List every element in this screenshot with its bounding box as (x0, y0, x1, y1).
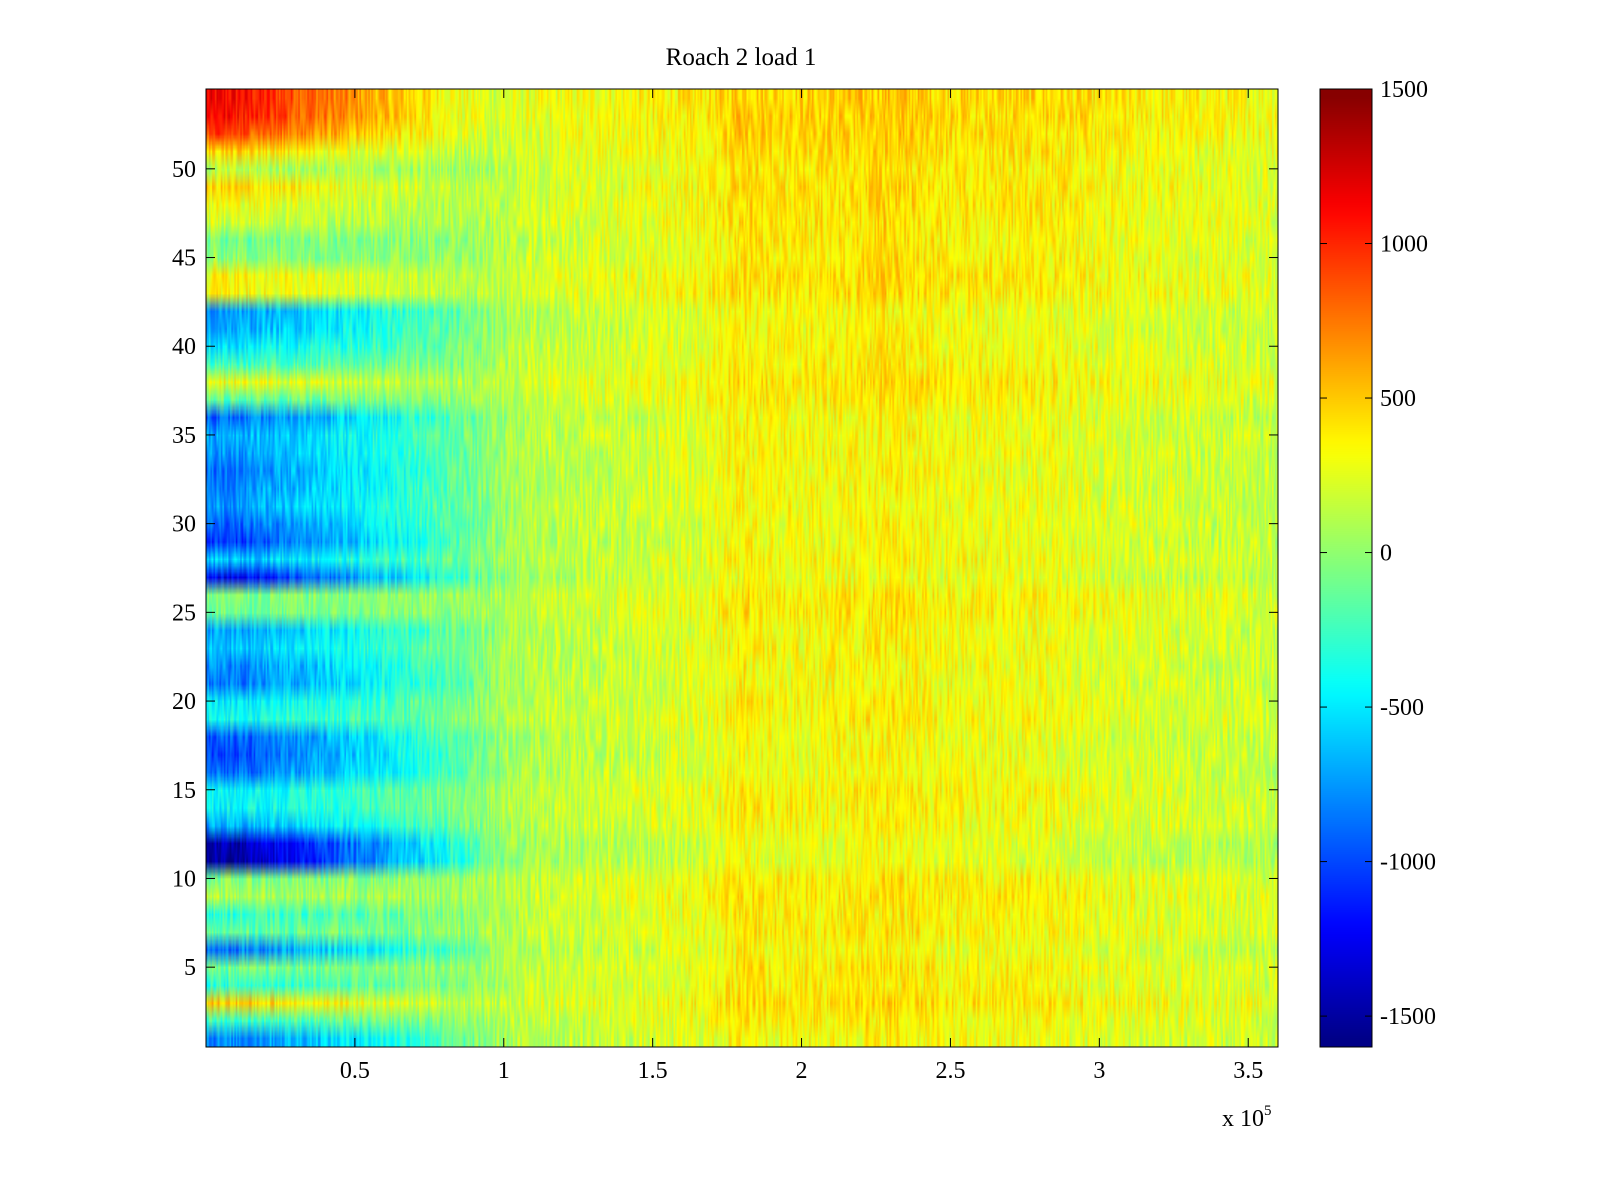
colorbar-tick-label: -1500 (1380, 1004, 1436, 1030)
chart-title: Roach 2 load 1 (666, 44, 817, 71)
x-tick-label: 3 (1093, 1058, 1105, 1084)
x-tick-label: 0.5 (340, 1058, 370, 1084)
y-axis: 5 10 15 20 25 30 35 40 45 50 (172, 157, 1278, 981)
x-tick-label: 2 (796, 1058, 808, 1084)
colorbar-frame (1319, 88, 1373, 1048)
colorbar-tick-label: -1000 (1380, 850, 1436, 876)
y-tick-label: 45 (172, 246, 196, 272)
y-tick-label: 50 (172, 157, 196, 183)
y-tick-label: 20 (172, 689, 196, 715)
x-tick-label: 2.5 (935, 1058, 965, 1084)
y-tick-label: 40 (172, 334, 196, 360)
colorbar-tick-label: 500 (1380, 386, 1416, 412)
colorbar-ticks: -1500 -1000 -500 0 500 1000 1500 (1320, 77, 1436, 1030)
x-tick-label: 1 (498, 1058, 510, 1084)
y-tick-label: 15 (172, 778, 196, 804)
plot-frame (205, 88, 1279, 1048)
y-tick-label: 5 (184, 955, 196, 981)
y-tick-label: 10 (172, 866, 196, 892)
y-tick-label: 35 (172, 423, 196, 449)
colorbar-tick-label: 1500 (1380, 77, 1428, 103)
x-axis-exponent: x 105 (1222, 1103, 1272, 1132)
colorbar-tick-label: -500 (1380, 695, 1424, 721)
y-tick-label: 30 (172, 512, 196, 538)
colorbar-tick-label: 1000 (1380, 232, 1428, 258)
x-axis: 0.5 1 1.5 2 2.5 3 3.5 (340, 89, 1263, 1084)
y-tick-label: 25 (172, 600, 196, 626)
heatmap-plot-area (205, 88, 1279, 1048)
colorbar-gradient (1320, 89, 1372, 1047)
x-tick-label: 3.5 (1233, 1058, 1263, 1084)
colorbar-tick-label: 0 (1380, 541, 1392, 567)
x-tick-label: 1.5 (638, 1058, 668, 1084)
heatmap-image (206, 89, 1278, 1047)
colorbar: -1500 -1000 -500 0 500 1000 1500 (1319, 77, 1436, 1048)
